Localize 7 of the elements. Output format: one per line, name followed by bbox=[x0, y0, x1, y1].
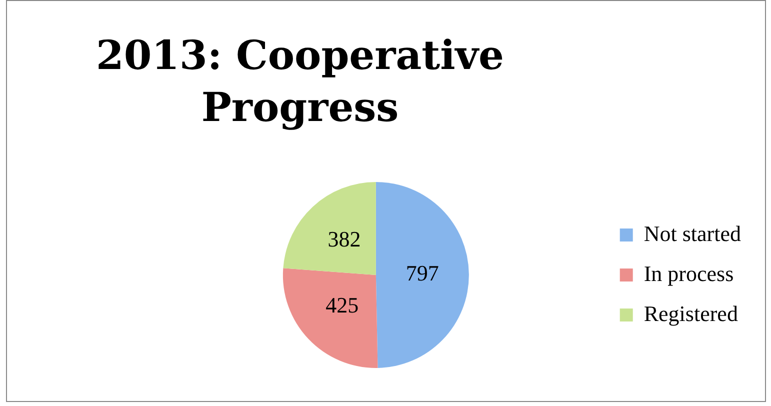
legend-label: Not started bbox=[644, 220, 742, 246]
data-label: 797 bbox=[406, 260, 439, 286]
chart-title: 2013: Cooperative Progress bbox=[95, 31, 505, 133]
data-label: 425 bbox=[326, 292, 359, 318]
legend-label: Registered bbox=[644, 300, 738, 326]
legend-label: In process bbox=[644, 260, 734, 286]
data-label: 382 bbox=[328, 226, 361, 252]
